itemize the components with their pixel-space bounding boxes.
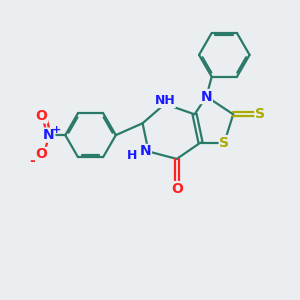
Text: O: O [36, 109, 47, 123]
Text: O: O [36, 148, 47, 161]
Text: S: S [219, 136, 229, 150]
Text: N: N [201, 89, 212, 103]
Text: NH: NH [154, 94, 175, 107]
Text: S: S [255, 107, 265, 121]
Text: +: + [52, 125, 61, 135]
Text: N: N [43, 128, 55, 142]
Text: N: N [140, 145, 152, 158]
Text: H: H [127, 149, 137, 162]
Text: -: - [29, 154, 35, 168]
Text: O: O [171, 182, 183, 196]
